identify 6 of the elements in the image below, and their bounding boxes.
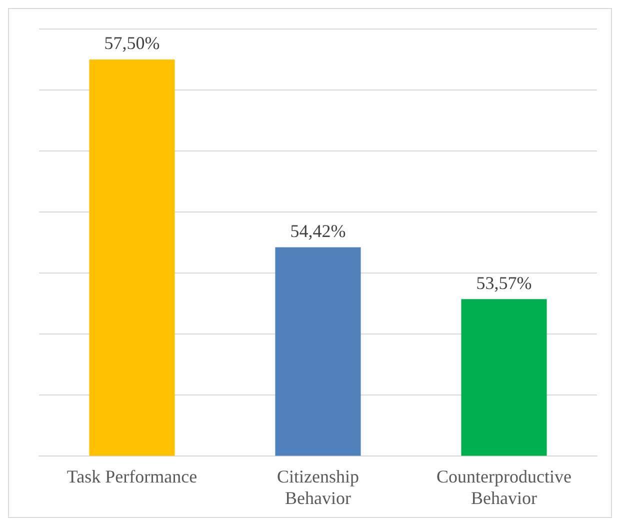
x-tick-label: Task Performance: [66, 466, 198, 486]
x-tick-label: Counterproductive Behavior: [436, 466, 572, 508]
data-label: 54,42%: [290, 221, 346, 242]
data-label: 53,57%: [476, 272, 532, 293]
data-label: 57,50%: [104, 33, 160, 54]
x-tick-label: Citizenship Behavior: [277, 466, 359, 508]
